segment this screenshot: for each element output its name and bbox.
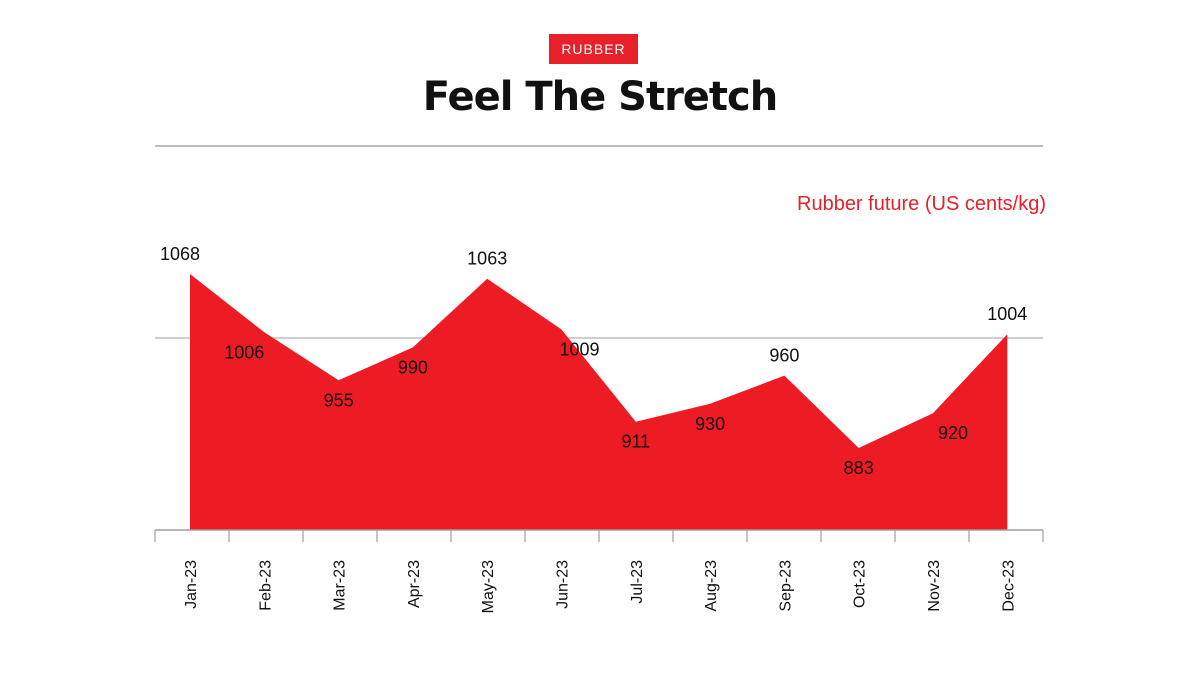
category-badge: RUBBER — [549, 34, 638, 64]
data-label: 1009 — [559, 339, 599, 359]
x-tick-label: Sep-23 — [777, 560, 794, 612]
y-axis-label: Rubber future (US cents/kg) — [797, 193, 1046, 215]
x-tick-label: Oct-23 — [852, 560, 869, 608]
data-label: 883 — [844, 458, 874, 478]
data-label: 1063 — [467, 249, 507, 269]
x-tick-label: Aug-23 — [703, 560, 720, 612]
x-tick-label: Jul-23 — [629, 560, 646, 604]
data-label: 911 — [621, 432, 650, 452]
data-label: 930 — [695, 414, 725, 434]
data-label: 1004 — [987, 304, 1027, 324]
data-label: 1006 — [224, 342, 264, 362]
x-tick-label: Jun-23 — [555, 560, 572, 609]
x-tick-label: May-23 — [480, 560, 497, 613]
x-tick-label: Apr-23 — [406, 560, 423, 608]
data-label: 920 — [938, 423, 968, 443]
x-tick-label: Dec-23 — [1000, 560, 1017, 612]
data-label: 1068 — [160, 244, 200, 264]
x-tick-label: Jan-23 — [183, 560, 200, 609]
x-tick-label: Nov-23 — [926, 560, 943, 612]
x-tick-label: Mar-23 — [332, 560, 349, 611]
series-area — [190, 274, 1008, 530]
data-label: 960 — [769, 346, 799, 366]
data-label: 990 — [398, 357, 428, 377]
title-divider — [155, 145, 1043, 147]
x-tick-label: Feb-23 — [257, 560, 274, 611]
data-label: 955 — [324, 390, 354, 410]
page-title: Feel The Stretch — [422, 74, 779, 120]
